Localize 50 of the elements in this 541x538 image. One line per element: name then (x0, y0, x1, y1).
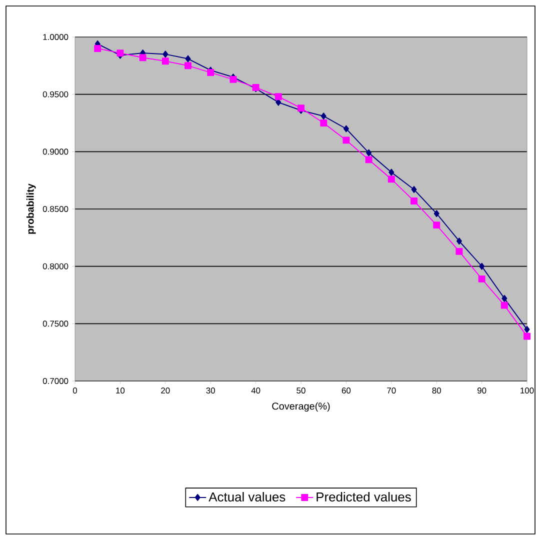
x-tick-label: 60 (342, 388, 351, 394)
x-tick-label: 30 (206, 388, 215, 394)
point (479, 262, 485, 270)
point (434, 210, 440, 218)
point (184, 62, 192, 70)
y-tick-label: 0.9500 (42, 91, 68, 98)
y-tick-label: 0.7000 (42, 378, 68, 384)
point (524, 332, 530, 340)
point (185, 55, 191, 62)
x-tick-label: 0 (72, 388, 78, 394)
point (162, 50, 168, 58)
x-tick-label: 70 (387, 388, 396, 394)
point (94, 44, 102, 52)
x-tick-label: 40 (251, 388, 260, 394)
point (342, 136, 350, 144)
y-tick-label: 0.7500 (42, 320, 68, 327)
point (433, 222, 440, 229)
point (139, 54, 146, 62)
point (207, 69, 214, 76)
x-axis-title: Coverage(%) (272, 402, 330, 412)
point (500, 302, 508, 309)
x-tick-label: 100 (520, 388, 534, 394)
point (411, 186, 417, 193)
point (388, 168, 394, 176)
point (274, 93, 282, 100)
point (524, 326, 530, 333)
point (456, 248, 463, 255)
x-tick-label: 80 (432, 388, 441, 394)
x-tick-label: 20 (161, 388, 170, 394)
point (502, 294, 508, 302)
x-tick-label: 90 (477, 388, 486, 394)
y-tick-label: 0.9000 (42, 148, 68, 155)
point (365, 156, 372, 164)
legend-label: Predicted values (316, 492, 411, 502)
x-tick-label: 50 (296, 388, 306, 394)
x-tick-label: 10 (116, 388, 125, 394)
point (366, 149, 372, 156)
y-tick-label: 1.0000 (43, 34, 68, 40)
point (320, 120, 328, 126)
y-tick-label: 0.8500 (42, 206, 68, 212)
legend-label: Actual values (208, 492, 286, 502)
point (456, 238, 462, 245)
point (410, 197, 418, 204)
y-axis-title: probability (26, 184, 36, 234)
point (343, 125, 349, 132)
point (320, 112, 326, 120)
point (162, 58, 169, 65)
y-tick-label: 0.8000 (42, 263, 68, 270)
point (388, 176, 395, 183)
point (478, 275, 486, 282)
